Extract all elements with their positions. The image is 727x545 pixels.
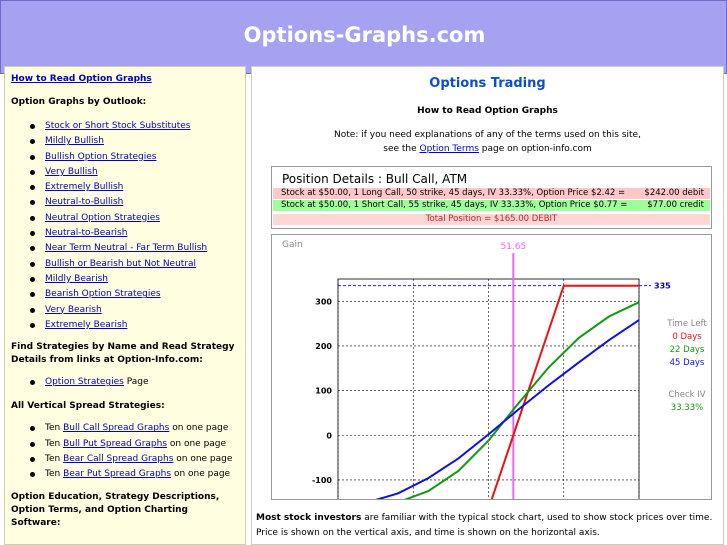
outlook-link[interactable]: Near Term Neutral - Far Term Bullish	[45, 243, 208, 254]
item-prefix: Ten	[45, 423, 64, 434]
note-prefix: see the	[383, 144, 420, 154]
site-banner: Options-Graphs.com	[0, 0, 727, 74]
item-suffix: on one page	[173, 454, 233, 465]
y-axis-label: Gain	[282, 240, 303, 250]
education-heading: Option Education, Strategy Descriptions,…	[11, 491, 220, 528]
list-item: Near Term Neutral - Far Term Bullish	[23, 241, 239, 256]
option-terms-link[interactable]: Option Terms	[419, 144, 479, 154]
check-iv-label: Check IV	[668, 390, 705, 400]
check-iv-value: 33.33%	[671, 403, 703, 413]
series-line	[375, 319, 640, 499]
intro-bold: Most stock investors	[256, 513, 362, 523]
list-item: Ten Bull Put Spread Graphs on one page	[23, 437, 239, 452]
item-suffix: on one page	[167, 438, 227, 449]
list-item: Mildly Bearish	[23, 272, 239, 287]
outlook-link[interactable]: Neutral-to-Bullish	[45, 197, 124, 208]
item-suffix: on one page	[169, 423, 229, 434]
outlook-link[interactable]: Neutral Option Strategies	[45, 212, 160, 223]
outlook-link[interactable]: Mildly Bearish	[45, 273, 108, 284]
list-item: Neutral Option Strategies	[23, 211, 239, 226]
row-amount: $77.00 credit	[647, 200, 704, 210]
payoff-chart-box: 4045505560-200-1000100200300335-16551.65…	[271, 234, 712, 500]
vertical-list: Ten Bull Call Spread Graphs on one page T…	[11, 421, 239, 482]
total-position: Total Position = $165.00 DEBIT	[273, 214, 710, 225]
find-list: Option Strategies Page	[11, 375, 239, 390]
list-item: Ten Bear Call Spread Graphs on one page	[23, 452, 239, 467]
list-item: Extremely Bearish	[23, 318, 239, 333]
y-tick-label: 0	[326, 431, 332, 440]
list-item: Bullish Option Strategies	[23, 150, 239, 165]
spread-graphs-link[interactable]: Bull Put Spread Graphs	[63, 438, 168, 449]
y-tick-label: 100	[315, 387, 332, 396]
main-content: Options Trading How to Read Option Graph…	[251, 66, 724, 545]
vertical-heading: All Vertical Spread Strategies:	[11, 401, 165, 412]
list-item: Mildly Bullish	[23, 134, 239, 149]
note-line-2: see the Option Terms page on option-info…	[252, 144, 723, 154]
row-text: Stock at $50.00, 1 Long Call, 50 strike,…	[281, 188, 626, 198]
list-item: Very Bearish	[23, 303, 239, 318]
payoff-chart: 4045505560-200-1000100200300335-16551.65…	[282, 240, 707, 499]
outlook-link[interactable]: Bullish Option Strategies	[45, 151, 157, 162]
list-item: Very Bullish	[23, 165, 239, 180]
list-item: Ten Bear Put Spread Graphs on one page	[23, 467, 239, 482]
find-heading: Find Strategies by Name and Read Strateg…	[11, 342, 235, 366]
position-title: Position Details : Bull Call, ATM	[282, 172, 468, 186]
outlook-list: Stock or Short Stock Substitutes Mildly B…	[11, 119, 239, 333]
outlook-heading: Option Graphs by Outlook:	[11, 97, 147, 107]
page-title: Options Trading	[429, 76, 546, 91]
legend-title: Time Left	[666, 319, 707, 329]
spread-graphs-link[interactable]: Bear Call Spread Graphs	[63, 454, 174, 465]
intro-text: are familiar with the typical stock char…	[256, 513, 713, 538]
list-item: Bearish Option Strategies	[23, 287, 239, 302]
row-amount: $242.00 debit	[644, 188, 704, 198]
outlook-link[interactable]: Stock or Short Stock Substitutes	[45, 121, 191, 131]
y-tick-label: -100	[312, 476, 332, 485]
find-suffix: Page	[123, 377, 149, 388]
outlook-link[interactable]: Very Bullish	[45, 166, 98, 177]
outlook-link[interactable]: Bullish or Bearish but Not Neutral	[45, 258, 197, 269]
outlook-link[interactable]: Extremely Bearish	[45, 319, 128, 330]
legend-entry: 22 Days	[670, 345, 705, 355]
outlook-link[interactable]: Very Bearish	[45, 304, 102, 315]
legend-entry: 45 Days	[670, 358, 705, 368]
spread-graphs-link[interactable]: Bear Put Spread Graphs	[63, 469, 172, 480]
list-item: Bullish or Bearish but Not Neutral	[23, 257, 239, 272]
sidebar: How to Read Option Graphs Option Graphs …	[4, 66, 246, 545]
site-title: Options-Graphs.com	[243, 23, 486, 47]
list-item: Neutral-to-Bearish	[23, 226, 239, 241]
list-item: Extremely Bullish	[23, 180, 239, 195]
legend-entry: 0 Days	[672, 332, 702, 342]
outlook-link[interactable]: Mildly Bullish	[45, 136, 104, 147]
spread-graphs-link[interactable]: Bull Call Spread Graphs	[63, 423, 170, 434]
item-prefix: Ten	[45, 438, 64, 449]
page-subtitle: How to Read Option Graphs	[417, 106, 558, 116]
item-prefix: Ten	[45, 454, 64, 465]
series-line	[490, 284, 639, 499]
position-row-short: Stock at $50.00, 1 Short Call, 55 strike…	[273, 200, 710, 211]
series-line	[403, 301, 640, 499]
list-item: Stock or Short Stock Substitutes	[23, 119, 239, 134]
item-suffix: on one page	[171, 469, 231, 480]
position-row-long: Stock at $50.00, 1 Long Call, 50 strike,…	[273, 188, 710, 199]
list-item: Option Strategies Page	[23, 375, 239, 390]
y-tick-label: 200	[315, 342, 332, 351]
item-prefix: Ten	[45, 469, 64, 480]
outlook-link[interactable]: Neutral-to-Bearish	[45, 228, 128, 239]
outlook-link[interactable]: Extremely Bullish	[45, 182, 124, 193]
plot-frame	[337, 278, 640, 499]
intro-paragraph: Most stock investors are familiar with t…	[256, 511, 722, 541]
note-suffix: page on option-info.com	[478, 144, 592, 154]
how-to-read-link[interactable]: How to Read Option Graphs	[11, 74, 152, 84]
position-details: Position Details : Bull Call, ATM Stock …	[271, 166, 712, 229]
list-item: Ten Bull Call Spread Graphs on one page	[23, 421, 239, 436]
max-gain-label: 335	[654, 282, 671, 291]
row-text: Stock at $50.00, 1 Short Call, 55 strike…	[281, 200, 628, 210]
y-tick-label: 300	[315, 297, 332, 306]
note-line-1: Note: if you need explanations of any of…	[334, 130, 641, 140]
breakeven-label: 51.65	[500, 242, 526, 252]
list-item: Neutral-to-Bullish	[23, 195, 239, 210]
option-strategies-link[interactable]: Option Strategies	[45, 377, 124, 388]
outlook-link[interactable]: Bearish Option Strategies	[45, 289, 161, 300]
